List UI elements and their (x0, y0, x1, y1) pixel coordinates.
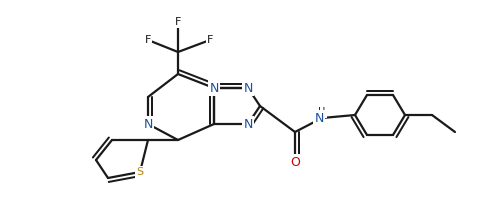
Text: H: H (318, 107, 326, 117)
Text: N: N (143, 118, 153, 130)
Text: N: N (244, 81, 253, 95)
Text: F: F (207, 35, 213, 45)
Text: N: N (314, 111, 324, 124)
Text: S: S (136, 167, 143, 177)
Text: F: F (175, 17, 181, 27)
Text: N: N (209, 81, 218, 95)
Text: N: N (244, 118, 253, 130)
Text: F: F (145, 35, 151, 45)
Text: O: O (290, 156, 300, 169)
